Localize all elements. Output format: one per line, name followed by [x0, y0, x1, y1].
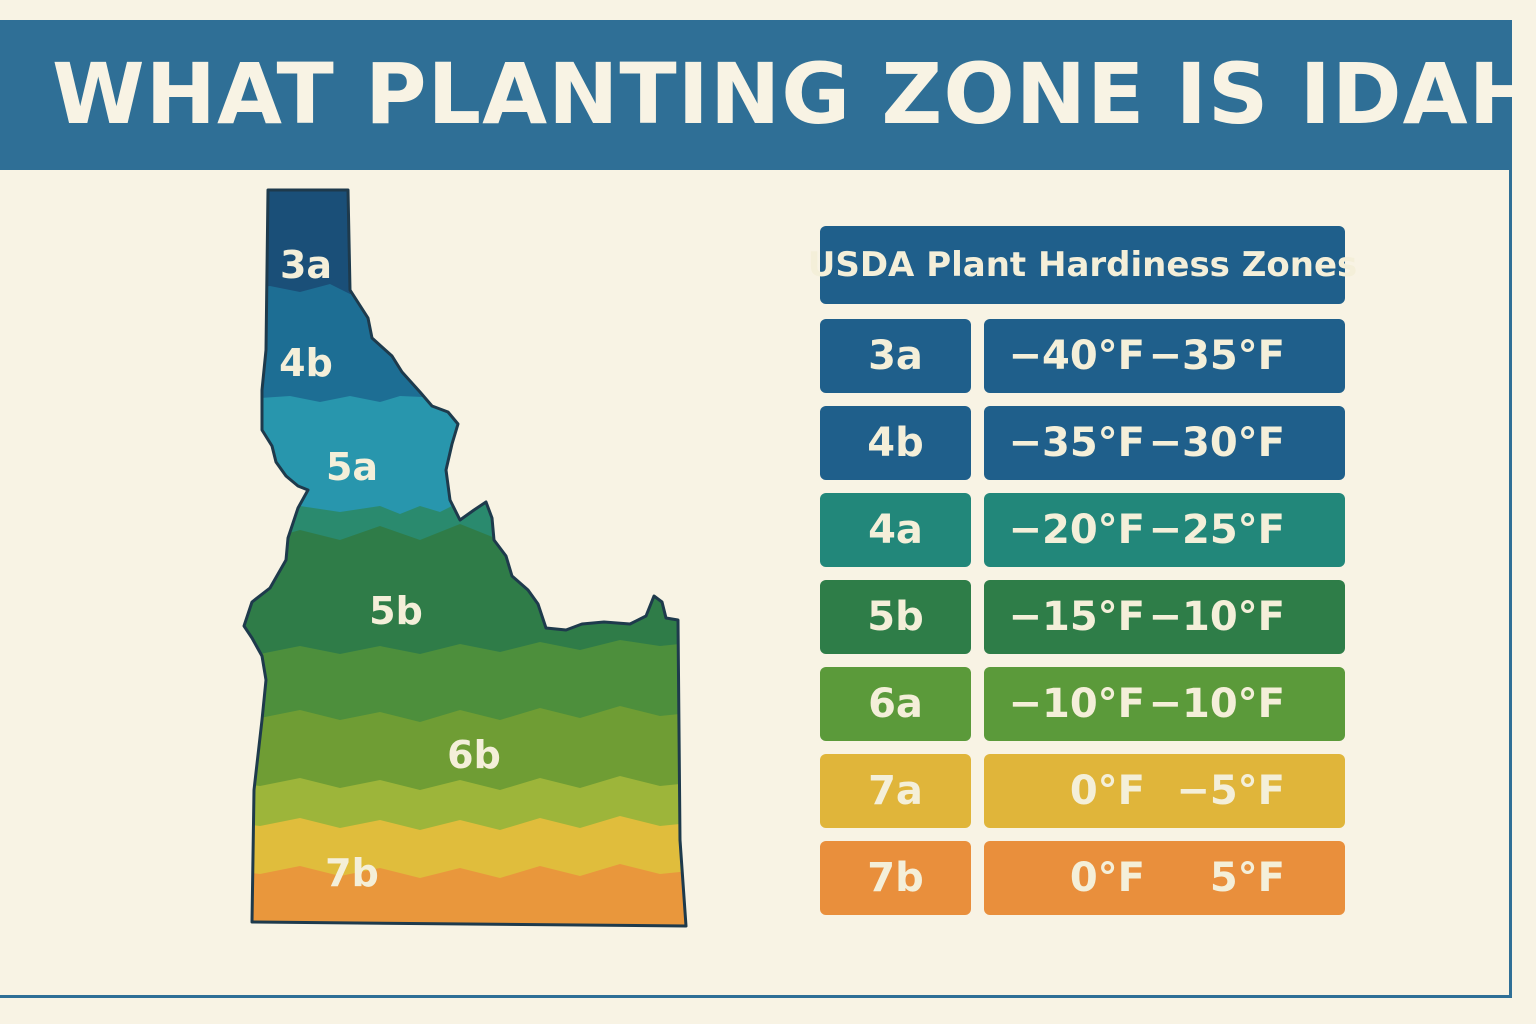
legend-row: 4a −20°F −25°F [820, 493, 1345, 567]
legend-row: 4b −35°F −30°F [820, 406, 1345, 480]
legend-temp-high: 5°F [1209, 855, 1285, 901]
legend-temp-range: −20°F −25°F [984, 493, 1345, 567]
legend-row: 6a −10°F −10°F [820, 667, 1345, 741]
idaho-outline [242, 188, 688, 928]
idaho-map-svg: 3a 4b 5a 5b 6b 7b [242, 188, 688, 928]
legend-temp-range: −10°F −10°F [984, 667, 1345, 741]
legend-zone-label: 7a [820, 754, 971, 828]
zone-6b-region [244, 706, 686, 800]
legend-temp-high: −30°F [1148, 420, 1285, 466]
legend-temp-low: −15°F [1008, 594, 1145, 640]
map-label-5a: 5a [326, 445, 378, 489]
legend-temp-range: 0°F −5°F [984, 754, 1345, 828]
legend-title: USDA Plant Hardiness Zones [808, 226, 1357, 304]
legend-temp-range: −40°F −35°F [984, 319, 1345, 393]
legend-temp-low: −35°F [1008, 420, 1145, 466]
map-label-5b: 5b [369, 589, 423, 633]
legend-temp-range: 0°F 5°F [984, 841, 1345, 915]
idaho-map: 3a 4b 5a 5b 6b 7b [230, 180, 710, 940]
legend-zone-label: 6a [820, 667, 971, 741]
legend-row: 3a −40°F −35°F [820, 319, 1345, 393]
zone-7a-region [244, 816, 686, 888]
legend-temp-high: −10°F [1148, 681, 1285, 727]
zone-7b-region [244, 864, 686, 926]
title-banner: WHAT PLANTING ZONE IS IDAHO [0, 20, 1536, 170]
legend-temp-range: −35°F −30°F [984, 406, 1345, 480]
zone-6a-region [244, 640, 686, 732]
map-label-6b: 6b [447, 733, 501, 777]
legend-temp-range: −15°F −10°F [984, 580, 1345, 654]
zone-5a-region [244, 396, 686, 524]
legend-temp-low: −20°F [1008, 507, 1145, 553]
legend-temp-high: −25°F [1148, 507, 1285, 553]
legend-zone-label: 5b [820, 580, 971, 654]
legend-zone-label: 7b [820, 841, 971, 915]
legend-temp-high: −35°F [1148, 333, 1285, 379]
legend-zone-label: 3a [820, 319, 971, 393]
page-title: WHAT PLANTING ZONE IS IDAHO [52, 45, 1536, 143]
legend-temp-low: 0°F [1069, 855, 1145, 901]
legend-temp-low: −10°F [1008, 681, 1145, 727]
legend-rows: 3a −40°F −35°F 4b −35°F −30°F 4a −20°F −25°F 5b −1… [820, 319, 1345, 915]
legend-temp-high: −5°F [1176, 768, 1285, 814]
legend-row: 7a 0°F −5°F [820, 754, 1345, 828]
legend-temp-low: 0°F [1069, 768, 1145, 814]
legend-zone-label: 4a [820, 493, 971, 567]
map-label-4b: 4b [279, 341, 333, 385]
legend-row: 7b 0°F 5°F [820, 841, 1345, 915]
hardiness-legend: USDA Plant Hardiness Zones 3a −40°F −35°F 4… [808, 226, 1357, 915]
map-label-3a: 3a [280, 243, 332, 287]
legend-temp-high: −10°F [1148, 594, 1285, 640]
map-label-7b: 7b [325, 851, 379, 895]
legend-temp-low: −40°F [1008, 333, 1145, 379]
legend-row: 5b −15°F −10°F [820, 580, 1345, 654]
legend-zone-label: 4b [820, 406, 971, 480]
